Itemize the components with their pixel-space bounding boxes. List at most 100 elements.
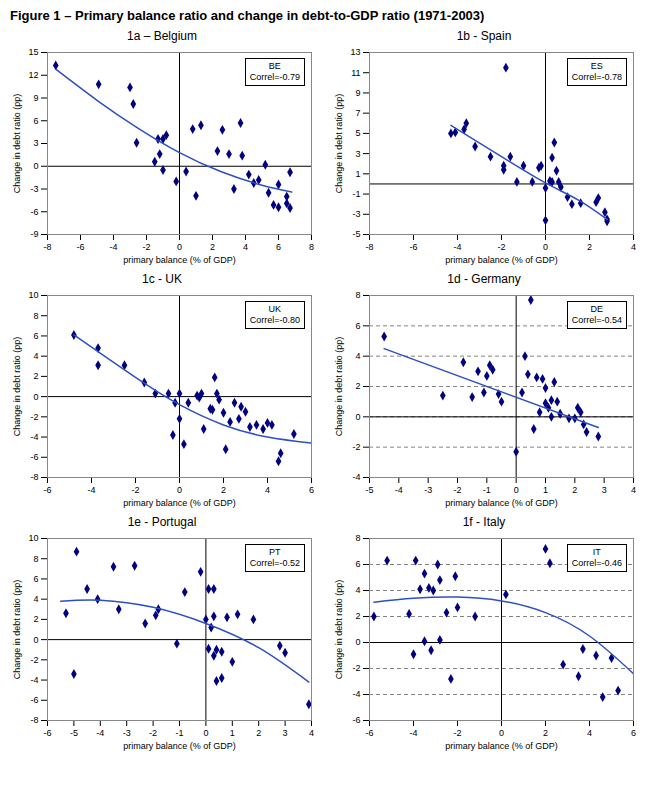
svg-text:1: 1 [355, 169, 360, 179]
svg-text:-1: -1 [483, 485, 491, 495]
svg-text:-2: -2 [131, 485, 139, 495]
svg-text:4: 4 [309, 728, 314, 738]
svg-text:9: 9 [355, 88, 360, 98]
svg-text:0: 0 [33, 634, 38, 644]
svg-text:-2: -2 [453, 485, 461, 495]
svg-text:Change in debt ratio (pp): Change in debt ratio (pp) [334, 94, 344, 194]
svg-text:4: 4 [265, 485, 270, 495]
svg-text:-6: -6 [365, 728, 373, 738]
svg-text:-4: -4 [352, 689, 360, 699]
svg-text:-5: -5 [352, 229, 360, 239]
svg-text:2: 2 [221, 485, 226, 495]
svg-text:-6: -6 [409, 242, 417, 252]
svg-text:10: 10 [28, 533, 38, 543]
svg-text:-6: -6 [30, 207, 38, 217]
svg-text:2: 2 [543, 728, 548, 738]
svg-text:-4: -4 [87, 485, 95, 495]
svg-text:-8: -8 [43, 242, 51, 252]
svg-text:-4: -4 [395, 485, 403, 495]
svg-text:10: 10 [28, 290, 38, 300]
svg-text:2: 2 [33, 614, 38, 624]
svg-text:-6: -6 [43, 728, 51, 738]
svg-text:Change in debt ratio (pp): Change in debt ratio (pp) [12, 337, 22, 437]
svg-text:-1: -1 [352, 189, 360, 199]
svg-text:-4: -4 [352, 472, 360, 482]
svg-text:0: 0 [177, 242, 182, 252]
svg-text:5: 5 [355, 128, 360, 138]
svg-text:-2: -2 [149, 728, 157, 738]
svg-text:4: 4 [355, 585, 360, 595]
svg-text:0: 0 [543, 242, 548, 252]
svg-text:-6: -6 [76, 242, 84, 252]
svg-text:6: 6 [355, 321, 360, 331]
svg-text:2: 2 [355, 381, 360, 391]
svg-text:11: 11 [351, 68, 360, 78]
svg-text:4: 4 [33, 594, 38, 604]
svg-text:primary balance (% of GDP): primary balance (% of GDP) [123, 498, 236, 508]
svg-text:0: 0 [203, 728, 208, 738]
svg-text:2: 2 [256, 728, 261, 738]
svg-text:primary balance (% of GDP): primary balance (% of GDP) [123, 255, 236, 265]
svg-text:8: 8 [355, 533, 360, 543]
svg-text:4: 4 [631, 242, 636, 252]
svg-text:13: 13 [350, 47, 360, 57]
svg-text:9: 9 [33, 93, 38, 103]
svg-text:0: 0 [33, 161, 38, 171]
svg-text:-4: -4 [96, 728, 104, 738]
svg-text:1: 1 [230, 728, 235, 738]
svg-text:3: 3 [355, 148, 360, 158]
svg-text:-2: -2 [497, 242, 505, 252]
svg-text:-4: -4 [30, 675, 38, 685]
svg-text:3: 3 [602, 485, 607, 495]
svg-text:2: 2 [355, 611, 360, 621]
svg-text:Change in debt ratio (pp): Change in debt ratio (pp) [334, 580, 344, 680]
svg-text:8: 8 [355, 290, 360, 300]
svg-text:-6: -6 [30, 452, 38, 462]
svg-text:15: 15 [28, 47, 38, 57]
svg-text:-5: -5 [365, 485, 373, 495]
svg-text:-3: -3 [123, 728, 131, 738]
svg-text:6: 6 [631, 728, 636, 738]
svg-text:4: 4 [631, 485, 636, 495]
svg-text:0: 0 [355, 637, 360, 647]
svg-text:Change in debt ratio (pp): Change in debt ratio (pp) [12, 94, 22, 194]
svg-text:-6: -6 [30, 695, 38, 705]
svg-text:2: 2 [572, 485, 577, 495]
svg-text:3: 3 [283, 728, 288, 738]
svg-text:2: 2 [33, 371, 38, 381]
svg-text:-4: -4 [453, 242, 461, 252]
svg-text:-8: -8 [30, 715, 38, 725]
svg-text:-6: -6 [43, 485, 51, 495]
svg-text:-3: -3 [424, 485, 432, 495]
svg-text:-2: -2 [30, 655, 38, 665]
svg-text:-6: -6 [352, 715, 360, 725]
svg-text:4: 4 [243, 242, 248, 252]
svg-text:2: 2 [587, 242, 592, 252]
svg-text:0: 0 [514, 485, 519, 495]
svg-text:-2: -2 [453, 728, 461, 738]
svg-text:primary balance (% of GDP): primary balance (% of GDP) [445, 741, 558, 751]
svg-text:6: 6 [355, 559, 360, 569]
svg-text:-4: -4 [109, 242, 117, 252]
svg-text:6: 6 [276, 242, 281, 252]
svg-text:3: 3 [33, 138, 38, 148]
svg-text:-3: -3 [30, 184, 38, 194]
svg-text:-2: -2 [352, 442, 360, 452]
svg-text:6: 6 [33, 331, 38, 341]
svg-text:0: 0 [499, 728, 504, 738]
svg-text:-2: -2 [30, 412, 38, 422]
svg-text:6: 6 [33, 116, 38, 126]
svg-text:6: 6 [33, 574, 38, 584]
svg-text:1: 1 [543, 485, 548, 495]
svg-text:8: 8 [309, 242, 314, 252]
svg-text:primary balance (% of GDP): primary balance (% of GDP) [123, 741, 236, 751]
svg-text:-8: -8 [365, 242, 373, 252]
svg-text:primary balance (% of GDP): primary balance (% of GDP) [445, 255, 558, 265]
svg-text:4: 4 [587, 728, 592, 738]
svg-text:-4: -4 [30, 432, 38, 442]
svg-text:6: 6 [309, 485, 314, 495]
svg-text:-9: -9 [30, 229, 38, 239]
svg-text:0: 0 [33, 391, 38, 401]
svg-text:8: 8 [33, 311, 38, 321]
svg-text:0: 0 [177, 485, 182, 495]
